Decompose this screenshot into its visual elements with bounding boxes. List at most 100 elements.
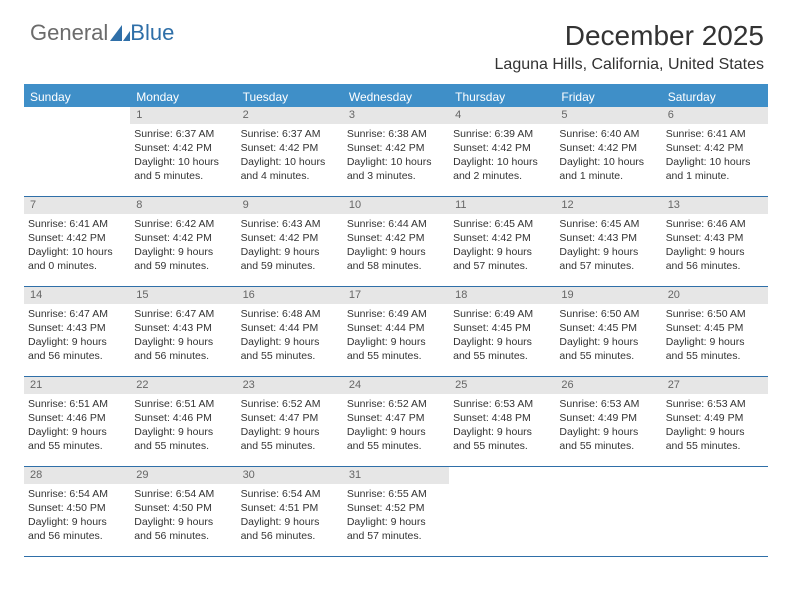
day-sunset: Sunset: 4:47 PM [241, 411, 339, 425]
day-cell: 16Sunrise: 6:48 AMSunset: 4:44 PMDayligh… [237, 287, 343, 376]
day-cell [555, 467, 661, 556]
day-cell: 23Sunrise: 6:52 AMSunset: 4:47 PMDayligh… [237, 377, 343, 466]
day-daylight2: and 4 minutes. [241, 169, 339, 183]
day-cell [449, 467, 555, 556]
day-number: 14 [24, 287, 130, 304]
day-daylight1: Daylight: 10 hours [347, 155, 445, 169]
day-cell: 25Sunrise: 6:53 AMSunset: 4:48 PMDayligh… [449, 377, 555, 466]
day-sunrise: Sunrise: 6:44 AM [347, 217, 445, 231]
day-daylight2: and 55 minutes. [28, 439, 126, 453]
day-daylight2: and 1 minute. [666, 169, 764, 183]
day-sunset: Sunset: 4:42 PM [666, 141, 764, 155]
day-daylight1: Daylight: 10 hours [134, 155, 232, 169]
day-number: 30 [237, 467, 343, 484]
day-daylight2: and 55 minutes. [453, 349, 551, 363]
day-sunrise: Sunrise: 6:43 AM [241, 217, 339, 231]
day-cell: 17Sunrise: 6:49 AMSunset: 4:44 PMDayligh… [343, 287, 449, 376]
day-number: 15 [130, 287, 236, 304]
weekday-header-cell: Saturday [662, 87, 768, 107]
weekday-header-row: SundayMondayTuesdayWednesdayThursdayFrid… [24, 87, 768, 107]
day-cell: 14Sunrise: 6:47 AMSunset: 4:43 PMDayligh… [24, 287, 130, 376]
day-sunrise: Sunrise: 6:37 AM [134, 127, 232, 141]
day-daylight1: Daylight: 9 hours [134, 335, 232, 349]
day-sunset: Sunset: 4:42 PM [134, 141, 232, 155]
day-sunset: Sunset: 4:43 PM [28, 321, 126, 335]
day-sunset: Sunset: 4:49 PM [559, 411, 657, 425]
day-sunrise: Sunrise: 6:52 AM [347, 397, 445, 411]
day-cell: 30Sunrise: 6:54 AMSunset: 4:51 PMDayligh… [237, 467, 343, 556]
day-number: 18 [449, 287, 555, 304]
day-daylight1: Daylight: 9 hours [28, 425, 126, 439]
day-daylight1: Daylight: 9 hours [453, 245, 551, 259]
day-daylight2: and 55 minutes. [134, 439, 232, 453]
day-sunrise: Sunrise: 6:51 AM [134, 397, 232, 411]
day-sunset: Sunset: 4:45 PM [666, 321, 764, 335]
location-subtitle: Laguna Hills, California, United States [495, 56, 764, 74]
day-sunrise: Sunrise: 6:37 AM [241, 127, 339, 141]
day-sunset: Sunset: 4:44 PM [347, 321, 445, 335]
day-cell: 13Sunrise: 6:46 AMSunset: 4:43 PMDayligh… [662, 197, 768, 286]
day-daylight2: and 3 minutes. [347, 169, 445, 183]
day-cell: 26Sunrise: 6:53 AMSunset: 4:49 PMDayligh… [555, 377, 661, 466]
day-daylight1: Daylight: 9 hours [241, 425, 339, 439]
day-daylight1: Daylight: 9 hours [347, 335, 445, 349]
calendar-body: 1Sunrise: 6:37 AMSunset: 4:42 PMDaylight… [24, 107, 768, 557]
day-cell: 9Sunrise: 6:43 AMSunset: 4:42 PMDaylight… [237, 197, 343, 286]
day-cell: 11Sunrise: 6:45 AMSunset: 4:42 PMDayligh… [449, 197, 555, 286]
day-number: 13 [662, 197, 768, 214]
week-row: 1Sunrise: 6:37 AMSunset: 4:42 PMDaylight… [24, 107, 768, 197]
day-daylight2: and 55 minutes. [453, 439, 551, 453]
day-daylight1: Daylight: 9 hours [559, 245, 657, 259]
day-sunrise: Sunrise: 6:45 AM [453, 217, 551, 231]
day-daylight1: Daylight: 9 hours [347, 245, 445, 259]
day-cell: 19Sunrise: 6:50 AMSunset: 4:45 PMDayligh… [555, 287, 661, 376]
day-daylight2: and 55 minutes. [347, 349, 445, 363]
day-sunset: Sunset: 4:42 PM [134, 231, 232, 245]
day-sunrise: Sunrise: 6:54 AM [241, 487, 339, 501]
day-cell: 8Sunrise: 6:42 AMSunset: 4:42 PMDaylight… [130, 197, 236, 286]
day-number: 12 [555, 197, 661, 214]
day-daylight2: and 57 minutes. [559, 259, 657, 273]
day-cell: 31Sunrise: 6:55 AMSunset: 4:52 PMDayligh… [343, 467, 449, 556]
day-sunset: Sunset: 4:50 PM [134, 501, 232, 515]
day-cell: 28Sunrise: 6:54 AMSunset: 4:50 PMDayligh… [24, 467, 130, 556]
day-sunset: Sunset: 4:45 PM [453, 321, 551, 335]
day-sunset: Sunset: 4:43 PM [134, 321, 232, 335]
day-daylight1: Daylight: 9 hours [241, 245, 339, 259]
day-sunrise: Sunrise: 6:42 AM [134, 217, 232, 231]
week-row: 21Sunrise: 6:51 AMSunset: 4:46 PMDayligh… [24, 377, 768, 467]
day-sunset: Sunset: 4:44 PM [241, 321, 339, 335]
day-number: 21 [24, 377, 130, 394]
day-daylight1: Daylight: 9 hours [134, 425, 232, 439]
day-sunrise: Sunrise: 6:54 AM [28, 487, 126, 501]
day-sunrise: Sunrise: 6:53 AM [559, 397, 657, 411]
day-number: 7 [24, 197, 130, 214]
day-cell [24, 107, 130, 196]
day-sunset: Sunset: 4:42 PM [347, 141, 445, 155]
day-cell: 4Sunrise: 6:39 AMSunset: 4:42 PMDaylight… [449, 107, 555, 196]
day-number: 16 [237, 287, 343, 304]
day-cell: 21Sunrise: 6:51 AMSunset: 4:46 PMDayligh… [24, 377, 130, 466]
day-sunrise: Sunrise: 6:47 AM [28, 307, 126, 321]
day-daylight2: and 59 minutes. [134, 259, 232, 273]
day-daylight1: Daylight: 9 hours [666, 425, 764, 439]
day-sunset: Sunset: 4:48 PM [453, 411, 551, 425]
day-daylight1: Daylight: 9 hours [666, 335, 764, 349]
day-sunset: Sunset: 4:42 PM [559, 141, 657, 155]
day-sunrise: Sunrise: 6:51 AM [28, 397, 126, 411]
day-number: 17 [343, 287, 449, 304]
day-sunset: Sunset: 4:42 PM [453, 231, 551, 245]
day-daylight1: Daylight: 9 hours [241, 335, 339, 349]
weekday-header-cell: Wednesday [343, 87, 449, 107]
day-daylight1: Daylight: 9 hours [347, 425, 445, 439]
day-sunrise: Sunrise: 6:52 AM [241, 397, 339, 411]
week-row: 28Sunrise: 6:54 AMSunset: 4:50 PMDayligh… [24, 467, 768, 557]
day-sunset: Sunset: 4:50 PM [28, 501, 126, 515]
day-sunset: Sunset: 4:42 PM [453, 141, 551, 155]
day-daylight2: and 55 minutes. [347, 439, 445, 453]
logo-text-blue: Blue [130, 20, 174, 46]
day-cell: 22Sunrise: 6:51 AMSunset: 4:46 PMDayligh… [130, 377, 236, 466]
day-daylight2: and 56 minutes. [241, 529, 339, 543]
day-daylight2: and 0 minutes. [28, 259, 126, 273]
day-sunset: Sunset: 4:52 PM [347, 501, 445, 515]
